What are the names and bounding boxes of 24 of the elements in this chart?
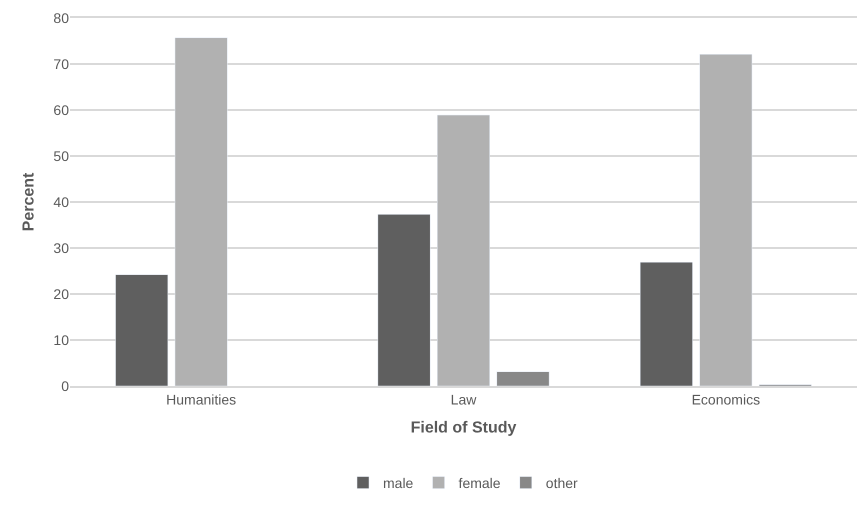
y-tick-label: 50: [53, 148, 70, 164]
y-tick-label: 40: [53, 194, 70, 210]
y-tick-label: 60: [53, 102, 70, 118]
legend-label: male: [383, 475, 414, 492]
y-tick-label: 0: [61, 378, 70, 394]
y-axis-title: Percent: [20, 172, 38, 232]
y-tick-label: 80: [53, 10, 70, 26]
legend-label: female: [458, 475, 501, 492]
x-axis-title: Field of Study: [410, 420, 516, 437]
bar: [699, 54, 752, 386]
x-tick-label: Law: [450, 392, 478, 408]
y-tick-label: 20: [53, 286, 70, 302]
y-tick-label: 10: [53, 332, 70, 348]
bar: [174, 38, 228, 386]
x-tick-label: Humanities: [166, 392, 236, 408]
y-tick-label: 70: [53, 56, 70, 72]
bar: [496, 371, 550, 386]
bar: [378, 214, 430, 386]
bar: [640, 262, 693, 386]
bar: [115, 274, 168, 386]
y-tick-label: 30: [53, 240, 70, 256]
bar: [437, 114, 490, 386]
x-tick-label: Economics: [692, 392, 760, 408]
legend-label: other: [546, 475, 578, 492]
